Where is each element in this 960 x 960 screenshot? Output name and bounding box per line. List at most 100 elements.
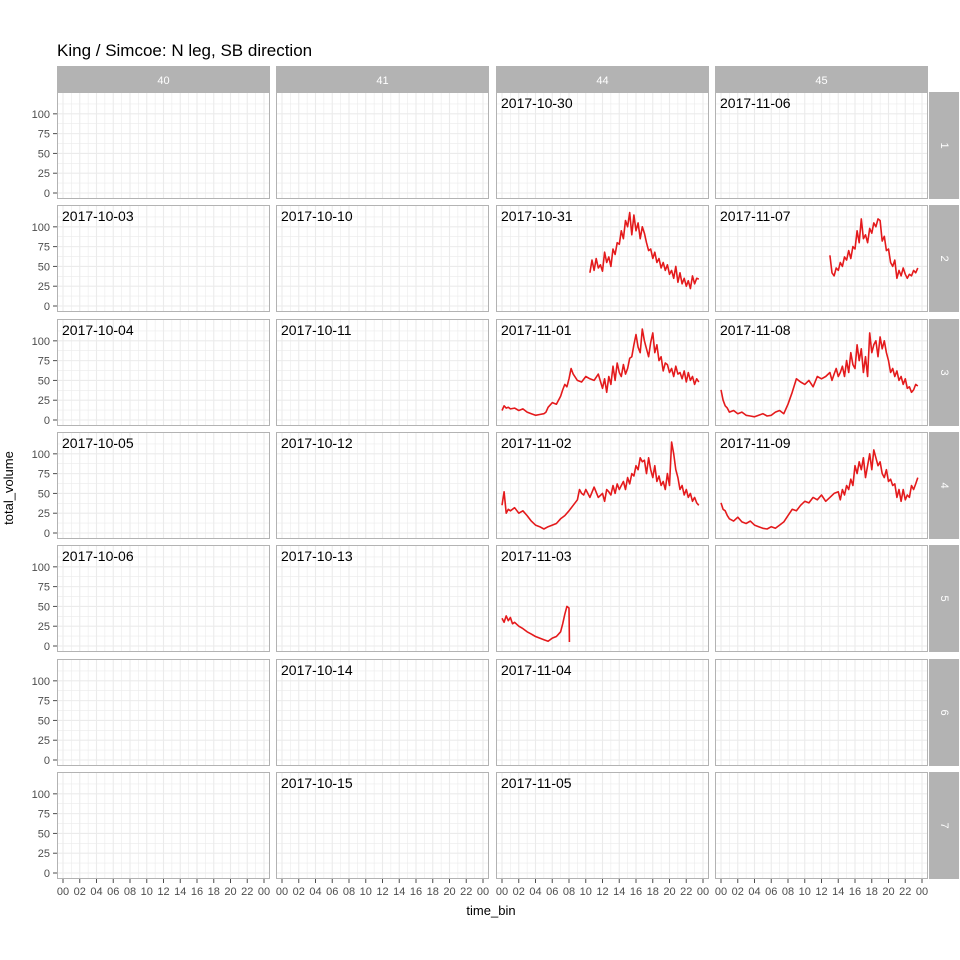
panel-date-label: 2017-10-10	[281, 208, 353, 224]
facet-panel	[57, 545, 270, 652]
panel-border	[57, 432, 270, 539]
x-tick-label: 00	[477, 886, 489, 898]
x-tick-label: 12	[157, 886, 169, 898]
panel-border	[496, 659, 709, 766]
y-tick-label: 50	[38, 715, 50, 727]
x-tick-label: 04	[90, 886, 102, 898]
x-tick-label: 14	[174, 886, 186, 898]
x-tick-label: 12	[596, 886, 608, 898]
row-strip-6	[929, 659, 959, 766]
y-tick-label: 50	[38, 828, 50, 840]
x-tick-label: 00	[57, 886, 69, 898]
y-tick-label: 100	[32, 449, 50, 461]
row-strip-label-3: 3	[938, 369, 950, 375]
row-strip-2	[929, 205, 959, 312]
y-tick-label: 100	[32, 562, 50, 574]
panel-date-label: 2017-11-02	[501, 435, 572, 451]
row-strip-label-5: 5	[938, 595, 950, 601]
y-tick-label: 0	[44, 641, 50, 653]
facet-panel	[57, 92, 270, 199]
column-strip-40	[57, 66, 270, 92]
x-axis-title: time_bin	[466, 903, 515, 918]
y-tick-label: 50	[38, 375, 50, 387]
panel-date-label: 2017-10-11	[281, 322, 352, 338]
facet-panel	[57, 432, 270, 539]
y-tick-label: 75	[38, 129, 50, 141]
x-tick-label: 02	[513, 886, 525, 898]
row-strip-1	[929, 92, 959, 199]
panel-border	[276, 92, 489, 199]
x-tick-label: 18	[647, 886, 659, 898]
x-tick-label: 06	[765, 886, 777, 898]
panel-date-label: 2017-10-03	[62, 208, 134, 224]
facet-panel	[715, 319, 928, 426]
row-strip-label-4: 4	[938, 482, 950, 488]
facet-panel	[276, 772, 489, 879]
series-line	[589, 211, 700, 290]
panel-border	[715, 659, 928, 766]
facet-grid: 40 41 44 4512345670255075100025507510002550…	[32, 66, 959, 898]
x-tick-label: 20	[882, 886, 894, 898]
facet-panel	[276, 432, 489, 539]
panel-date-label: 2017-10-31	[501, 208, 573, 224]
x-tick-label: 08	[124, 886, 136, 898]
facet-panel	[496, 772, 709, 879]
facet-panel	[57, 205, 270, 312]
panel-border	[276, 772, 489, 879]
x-tick-label: 08	[343, 886, 355, 898]
facet-panel	[715, 92, 928, 199]
panel-date-label: 2017-11-07	[720, 208, 791, 224]
series-line	[501, 441, 700, 530]
row-strip-label-1: 1	[938, 142, 950, 148]
y-tick-label: 25	[38, 508, 50, 520]
x-tick-label: 14	[393, 886, 405, 898]
x-tick-label: 06	[546, 886, 558, 898]
panel-date-label: 2017-10-04	[62, 322, 134, 338]
y-tick-label: 75	[38, 469, 50, 481]
panel-border	[715, 772, 928, 879]
panel-date-label: 2017-10-06	[62, 548, 134, 564]
y-tick-label: 75	[38, 582, 50, 594]
x-tick-label: 00	[276, 886, 288, 898]
panel-border	[276, 432, 489, 539]
panel-border	[57, 545, 270, 652]
x-tick-label: 04	[309, 886, 321, 898]
column-strip-41	[276, 66, 489, 92]
y-tick-label: 25	[38, 395, 50, 407]
y-tick-label: 75	[38, 242, 50, 254]
panel-border	[57, 92, 270, 199]
panel-border	[276, 545, 489, 652]
panel-date-label: 2017-11-09	[720, 435, 791, 451]
panel-date-label: 2017-10-14	[281, 662, 353, 678]
x-tick-label: 18	[427, 886, 439, 898]
facet-panel	[496, 659, 709, 766]
x-tick-label: 02	[74, 886, 86, 898]
x-tick-label: 20	[443, 886, 455, 898]
y-tick-label: 100	[32, 676, 50, 688]
panel-date-label: 2017-10-12	[281, 435, 353, 451]
x-tick-label: 06	[326, 886, 338, 898]
y-axis-title: total_volume	[1, 451, 16, 525]
series-line	[829, 218, 919, 280]
column-strip-label-40: 40	[157, 75, 169, 87]
panel-border	[496, 319, 709, 426]
x-tick-label: 12	[376, 886, 388, 898]
facet-panel	[715, 772, 928, 879]
panel-date-label: 2017-11-06	[720, 95, 791, 111]
panel-border	[276, 205, 489, 312]
x-tick-label: 02	[293, 886, 305, 898]
y-tick-label: 100	[32, 789, 50, 801]
column-strip-44	[496, 66, 709, 92]
panel-border	[57, 772, 270, 879]
chart-title: King / Simcoe: N leg, SB direction	[57, 41, 312, 60]
y-tick-label: 0	[44, 188, 50, 200]
x-tick-label: 10	[360, 886, 372, 898]
panel-date-label: 2017-10-15	[281, 775, 353, 791]
facet-panel	[276, 545, 489, 652]
panel-date-label: 2017-11-08	[720, 322, 791, 338]
y-tick-label: 75	[38, 809, 50, 821]
x-tick-label: 10	[580, 886, 592, 898]
x-tick-label: 00	[258, 886, 270, 898]
facet-panel	[496, 205, 709, 312]
